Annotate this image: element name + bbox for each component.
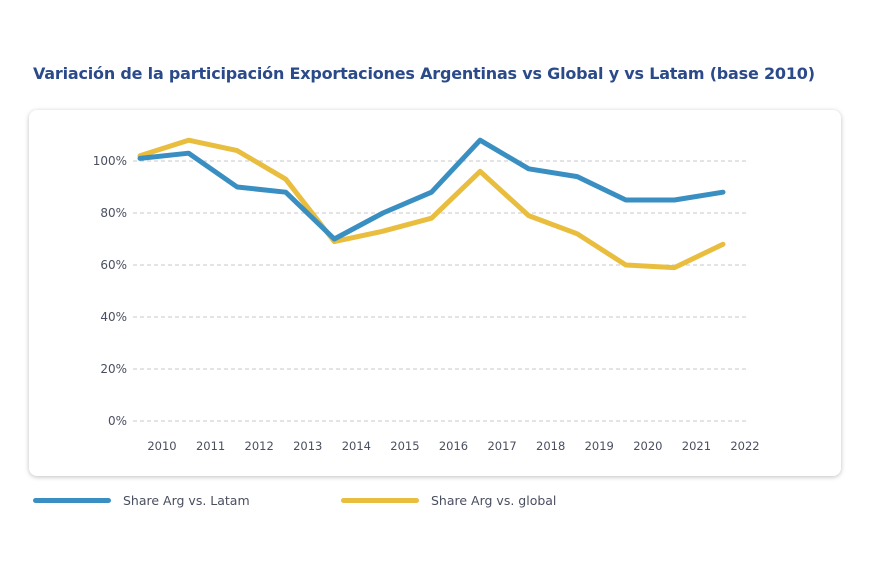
x-tick-label: 2012 <box>245 439 274 453</box>
chart-title: Variación de la participación Exportacio… <box>33 64 815 83</box>
legend-swatch-latam <box>33 498 111 503</box>
x-tick-label: 2022 <box>730 439 759 453</box>
y-tick-label: 0% <box>108 414 127 428</box>
chart-card <box>29 110 841 476</box>
x-tick-label: 2017 <box>487 439 516 453</box>
legend-swatch-global <box>341 498 419 503</box>
legend-label-latam: Share Arg vs. Latam <box>123 493 250 508</box>
x-tick-label: 2010 <box>147 439 176 453</box>
x-tick-label: 2011 <box>196 439 225 453</box>
legend-label-global: Share Arg vs. global <box>431 493 557 508</box>
series-line <box>137 137 726 271</box>
x-tick-label: 2014 <box>342 439 371 453</box>
y-tick-label: 40% <box>100 310 127 324</box>
x-tick-label: 2015 <box>390 439 419 453</box>
legend-item-global: Share Arg vs. global <box>341 493 556 508</box>
y-tick-label: 20% <box>100 362 127 376</box>
y-tick-label: 80% <box>100 206 127 220</box>
series-line <box>137 137 726 242</box>
y-tick-label: 60% <box>100 258 127 272</box>
x-tick-label: 2013 <box>293 439 322 453</box>
x-tick-label: 2020 <box>633 439 662 453</box>
y-tick-label: 100% <box>93 154 127 168</box>
x-tick-label: 2019 <box>585 439 614 453</box>
legend-item-latam: Share Arg vs. Latam <box>33 493 250 508</box>
x-tick-label: 2021 <box>682 439 711 453</box>
x-tick-label: 2016 <box>439 439 468 453</box>
x-tick-label: 2018 <box>536 439 565 453</box>
